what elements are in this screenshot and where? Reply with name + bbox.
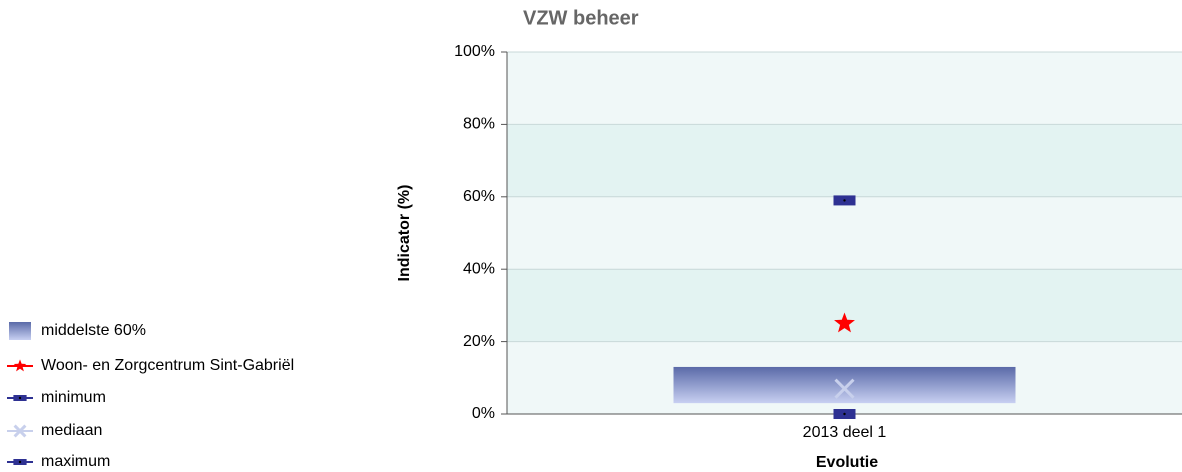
legend-item: maximum	[7, 453, 110, 470]
legend-item: mediaan	[7, 422, 102, 439]
square-marker	[833, 409, 856, 419]
legend-item: minimum	[7, 389, 106, 406]
x-axis-label: Evolutie	[816, 454, 878, 471]
star-marker	[13, 359, 27, 372]
plot-background	[507, 52, 1182, 414]
chart-title: VZW beheer	[523, 7, 639, 29]
legend-item: Woon- en Zorgcentrum Sint-Gabriël	[7, 357, 294, 374]
y-tick-label: 20%	[463, 333, 495, 350]
grid-band	[507, 269, 1182, 342]
legend-label: mediaan	[41, 422, 102, 439]
y-tick-label: 100%	[454, 43, 495, 60]
y-axis-label: Indicator (%)	[396, 185, 413, 282]
square-dot	[18, 460, 22, 464]
legend-label: Woon- en Zorgcentrum Sint-Gabriël	[41, 357, 294, 374]
y-tick-label: 80%	[463, 116, 495, 133]
square-marker	[13, 459, 27, 465]
y-tick-label: 60%	[463, 188, 495, 205]
y-tick-label: 40%	[463, 260, 495, 277]
x-marker	[13, 424, 27, 438]
legend-label: minimum	[41, 389, 106, 406]
star-marker	[834, 312, 855, 333]
square-marker	[13, 395, 27, 401]
legend-swatch	[9, 322, 31, 340]
square-dot	[843, 412, 846, 416]
legend-label: middelste 60%	[41, 322, 146, 339]
square-dot	[843, 199, 846, 202]
range-box	[673, 366, 1016, 404]
legend-item: middelste 60%	[9, 322, 146, 340]
grid-band	[507, 124, 1182, 197]
legend-label: maximum	[41, 453, 110, 470]
y-tick-label: 0%	[472, 405, 495, 422]
square-dot	[18, 396, 22, 400]
x-tick-label: 2013 deel 1	[803, 424, 887, 441]
x-marker	[834, 378, 855, 399]
square-marker	[833, 195, 856, 206]
